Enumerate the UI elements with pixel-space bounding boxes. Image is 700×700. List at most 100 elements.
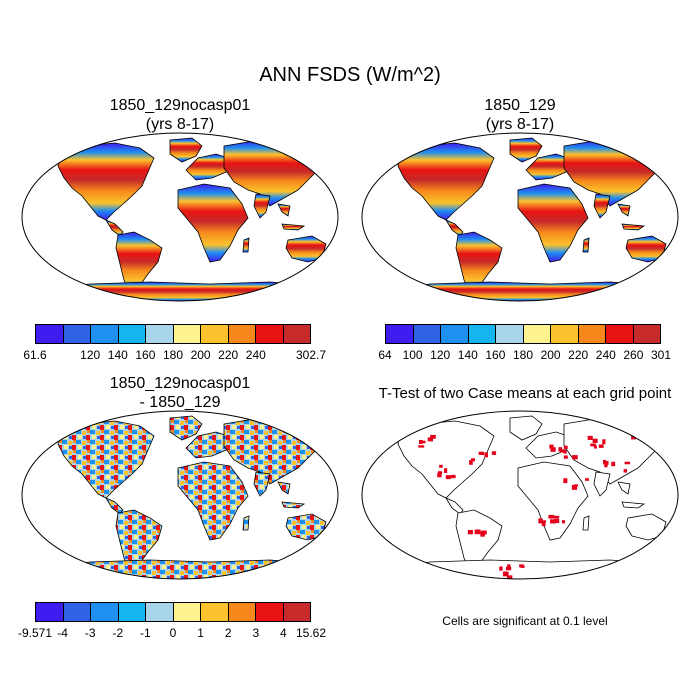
colorbar-tick-label: 180 — [162, 348, 184, 362]
colorbar-tick-label: -1 — [140, 626, 151, 640]
colorbar-swatch — [551, 325, 579, 343]
significant-cell — [410, 571, 415, 576]
panel-4-title-line1: T-Test of two Case means at each grid po… — [378, 385, 672, 402]
map-panel-2 — [361, 132, 679, 302]
colorbar-swatch — [283, 325, 310, 343]
significant-cell — [484, 452, 488, 458]
significant-cell — [421, 440, 426, 444]
significant-cell — [479, 451, 485, 456]
colorbar-swatch — [36, 325, 64, 343]
colorbar-swatch — [228, 325, 256, 343]
panel-4-title: T-Test of two Case means at each grid po… — [350, 384, 700, 403]
significant-cell — [573, 484, 579, 487]
significant-cell — [592, 438, 598, 443]
colorbar-swatch — [201, 603, 229, 621]
colorbar-swatch — [386, 325, 414, 343]
panel-3-title: 1850_129nocasp01 - 1850_129 — [20, 374, 340, 412]
colorbar-panel-2-labels: 64 100 120 140 160 180 200 220 240 260 301 — [378, 348, 671, 364]
colorbar-tick-label: 140 — [107, 348, 128, 362]
significant-cell — [549, 444, 554, 449]
colorbar-tick-label: 240 — [595, 348, 616, 362]
significant-cell — [623, 469, 628, 473]
significant-cell — [593, 445, 597, 449]
colorbar-swatch — [578, 325, 606, 343]
significant-cell — [499, 566, 503, 571]
figure-title: ANN FSDS (W/m^2) — [259, 64, 441, 86]
colorbar-tick-label: 0 — [169, 626, 177, 640]
colorbar-tick-label: 200 — [540, 348, 561, 362]
significant-cell — [652, 427, 657, 431]
significant-cell — [604, 463, 608, 468]
colorbar-panel-3-labels: -9.571 -4 -3 -2 -1 0 1 2 3 4 15.62 — [18, 626, 326, 642]
significant-cell — [550, 447, 556, 452]
colorbar-swatch — [146, 325, 174, 343]
colorbar-tick-label: 240 — [245, 348, 266, 362]
significant-cell — [563, 478, 568, 484]
colorbar-swatch — [146, 603, 174, 621]
significant-cell — [427, 437, 434, 442]
significant-cell — [506, 575, 513, 579]
significant-cell — [602, 439, 606, 445]
colorbar-panel-1 — [35, 324, 311, 344]
significant-cell — [548, 514, 555, 519]
colorbar-tick-label: 2 — [224, 626, 232, 640]
colorbar-swatch — [283, 603, 310, 621]
colorbar-panel-1-labels: 61.6 120 140 160 180 200 220 240 302.7 — [23, 348, 326, 364]
colorbar-swatch — [633, 325, 660, 343]
significant-cell — [418, 439, 423, 444]
significant-cell — [554, 515, 560, 519]
significant-cell — [558, 447, 563, 452]
colorbar-swatch — [36, 603, 64, 621]
colorbar-tick-label: -2 — [112, 626, 124, 640]
colorbar-swatch — [228, 603, 256, 621]
significant-cell — [430, 434, 436, 439]
significant-cell — [624, 461, 631, 465]
significant-cell — [598, 444, 604, 448]
colorbar-tick-label: 220 — [568, 348, 589, 362]
panel-2-title: 1850_129 (yrs 8-17) — [360, 96, 680, 134]
significant-cell — [491, 451, 497, 455]
colorbar-swatch — [256, 603, 284, 621]
significant-cell — [387, 564, 393, 569]
significant-cell — [538, 518, 543, 524]
colorbar-tick-label: 15.62 — [295, 626, 327, 640]
significant-cell — [631, 435, 636, 440]
significant-cell — [401, 565, 406, 569]
significant-cell — [445, 475, 451, 480]
significant-cell — [645, 435, 651, 439]
significant-cell — [645, 427, 651, 430]
colorbar-tick-label: -3 — [84, 626, 96, 640]
colorbar-swatch — [441, 325, 469, 343]
significant-cell — [451, 474, 456, 479]
colorbar-tick-label: 64 — [378, 348, 392, 362]
significant-cell — [467, 529, 473, 535]
colorbar-panel-2 — [385, 324, 661, 344]
colorbar-tick-label: 220 — [218, 348, 239, 362]
colorbar-tick-label: 180 — [512, 348, 534, 362]
panel-1-title-line2: (yrs 8-17) — [145, 116, 215, 133]
significant-cells — [387, 427, 657, 579]
significant-cell — [587, 435, 593, 440]
significant-cell — [474, 529, 481, 535]
significant-cell — [469, 460, 473, 465]
colorbar-swatch — [606, 325, 634, 343]
colorbar-tick-label: -4 — [57, 626, 68, 640]
colorbar-swatch — [413, 325, 441, 343]
colorbar-tick-label: 120 — [80, 348, 101, 362]
colorbar-tick-label: 302.7 — [295, 348, 327, 362]
panel-2-title-line2: (yrs 8-17) — [485, 116, 555, 133]
significant-cell — [502, 571, 509, 577]
significant-cell — [635, 430, 641, 434]
significant-cell — [585, 478, 589, 481]
significant-cell — [519, 564, 524, 568]
significant-cell — [590, 443, 596, 447]
significant-cell — [505, 566, 512, 571]
colorbar-tick-label: 3 — [252, 626, 260, 640]
map-panel-3 — [21, 410, 339, 580]
colorbar-swatch — [63, 325, 91, 343]
significant-cell — [637, 433, 643, 438]
significant-cell — [541, 521, 546, 527]
colorbar-swatch — [91, 325, 119, 343]
colorbar-tick-label: 260 — [623, 348, 644, 362]
significant-cell — [559, 449, 566, 453]
